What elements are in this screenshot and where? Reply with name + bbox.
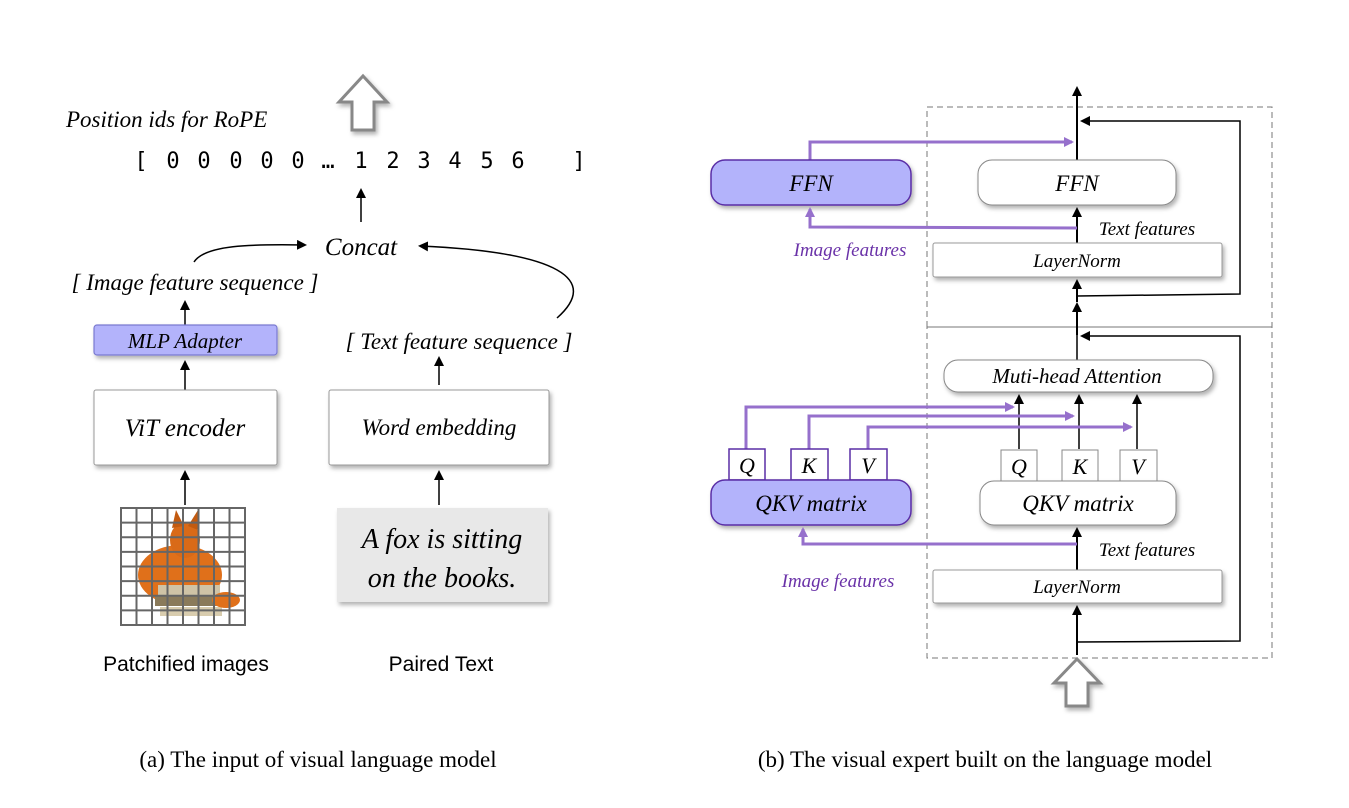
paired-text-box <box>337 508 548 602</box>
text-qkv-matrix-box <box>979 480 1177 526</box>
text-features-label: Text features <box>1099 219 1195 240</box>
k-label: K <box>801 453 818 478</box>
position-id: 6 <box>511 149 524 174</box>
position-id: 0 <box>229 149 242 174</box>
image-ffn-label: FFN <box>788 171 834 196</box>
word-embedding-box <box>328 389 550 466</box>
position-id: ] <box>572 149 585 174</box>
word-embedding-label: Word embedding <box>362 415 517 440</box>
caption-a: (a) The input of visual language model <box>139 747 496 772</box>
layernorm-bottom-label: LayerNorm <box>1032 577 1121 598</box>
image-qkv-heads: Q K V <box>728 448 888 481</box>
position-id: 0 <box>291 149 304 174</box>
position-id: 3 <box>417 149 430 174</box>
image-qkv-matrix-label: QKV matrix <box>755 491 867 516</box>
residual-arrow <box>1076 116 1241 297</box>
text-qkv-heads: Q K V <box>1000 449 1158 482</box>
position-id: … <box>321 149 334 174</box>
paired-text-line: on the books. <box>368 563 517 594</box>
image-features-arrow <box>805 207 1078 230</box>
patchified-images-label: Patchified images <box>103 653 269 676</box>
v-label: V <box>861 453 877 478</box>
text-ffn-label: FFN <box>1054 171 1100 196</box>
hollow-up-arrow-icon <box>1050 656 1104 708</box>
image-ffn-box <box>710 159 912 206</box>
attention-block-dashed-box <box>926 326 1273 659</box>
multi-head-attention-box <box>943 359 1214 393</box>
concat-label: Concat <box>325 234 398 261</box>
hollow-up-arrow-icon <box>335 73 391 132</box>
position-id: 1 <box>354 149 367 174</box>
text-to-concat-arrow <box>418 241 575 319</box>
paired-text-line: A fox is sitting <box>360 524 523 555</box>
position-ids-label: Position ids for RoPE <box>65 107 267 132</box>
text-sequence-label: [ Text feature sequence ] <box>346 329 573 354</box>
position-id: 4 <box>448 149 461 174</box>
paired-text-label: Paired Text <box>389 653 494 676</box>
multi-head-attention-label: Muti-head Attention <box>991 364 1161 388</box>
q-label: Q <box>739 453 755 478</box>
position-id: 2 <box>386 149 399 174</box>
position-id: 5 <box>480 149 493 174</box>
layernorm-bottom-box <box>932 569 1223 604</box>
v-label: V <box>1131 454 1147 479</box>
image-q-arrow <box>744 402 1015 449</box>
image-to-concat-arrow <box>193 239 307 263</box>
image-sequence-label: [ Image feature sequence ] <box>72 270 319 295</box>
ffn-block-dashed-box <box>926 106 1273 328</box>
caption-b: (b) The visual expert built on the langu… <box>758 747 1212 772</box>
residual-arrow <box>1076 331 1241 643</box>
position-id: [ <box>134 149 147 174</box>
layernorm-top-label: LayerNorm <box>1032 251 1121 272</box>
vit-encoder-label: ViT encoder <box>125 415 246 442</box>
mlp-adapter-box <box>93 324 278 356</box>
position-id: 0 <box>197 149 210 174</box>
text-qkv-matrix-label: QKV matrix <box>1022 491 1134 516</box>
mlp-adapter-label: MLP Adapter <box>127 329 243 353</box>
image-qkv-matrix-box <box>710 479 912 526</box>
image-v-arrow <box>866 422 1133 449</box>
panel-b: FFN FFN Text features Image features Lay… <box>710 86 1273 772</box>
text-features-label: Text features <box>1099 540 1195 561</box>
image-features-label: Image features <box>793 240 907 261</box>
image-features-arrow <box>798 527 1077 546</box>
image-k-arrow <box>807 411 1075 449</box>
image-features-label: Image features <box>781 571 895 592</box>
position-id: 0 <box>260 149 273 174</box>
panel-a: Position ids for RoPE [ 0 0 0 0 0 … 1 2 … <box>65 73 586 772</box>
layernorm-top-box <box>932 242 1223 278</box>
vit-encoder-box <box>93 389 278 466</box>
patchified-fox-image <box>120 507 246 626</box>
text-ffn-box <box>977 159 1177 206</box>
position-id: 0 <box>166 149 179 174</box>
position-ids-array: [ 0 0 0 0 0 … 1 2 3 4 5 6 ] <box>134 149 585 174</box>
image-ffn-output-arrow <box>808 137 1074 160</box>
q-label: Q <box>1011 454 1027 479</box>
k-label: K <box>1072 454 1089 479</box>
